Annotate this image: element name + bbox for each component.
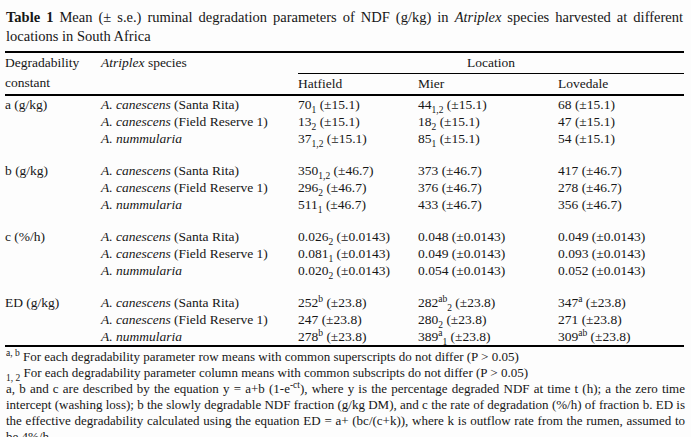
value-cell: 356 (±46.7) [558, 196, 684, 213]
value-cell: 278b (±23.8) [298, 328, 418, 346]
value-cell: 0.054 (±0.0143) [418, 262, 558, 279]
constant-cell [5, 179, 101, 196]
species-cell: A. nummularia [101, 196, 298, 213]
table-row: a (g/kg) A. canescens (Santa Rita) 701 (… [5, 95, 684, 113]
value-cell: 247 (±23.8) [298, 311, 418, 328]
species-cell: A. canescens (Santa Rita) [101, 162, 298, 179]
constant-cell [5, 196, 101, 213]
constant-cell [5, 311, 101, 328]
value-cell: 0.093 (±0.0143) [558, 245, 684, 262]
constant-cell: c (%/h) [5, 228, 101, 245]
value-cell: 0.0811 (±0.0143) [298, 245, 418, 262]
value-cell: 0.048 (±0.0143) [418, 228, 558, 245]
section-spacer [5, 147, 684, 162]
table-row: A. canescens (Field Reserve 1) 247 (±23.… [5, 311, 684, 328]
species-cell: A. canescens (Santa Rita) [101, 95, 298, 113]
caption-genus-italic: Atriplex [455, 9, 502, 25]
footnote-superscripts: a, b For each degradability parameter ro… [6, 349, 685, 365]
degradation-table: Degradability constant Atriplex species L… [5, 51, 684, 347]
species-cell: A. nummularia [101, 130, 298, 147]
value-cell: 54 (±15.1) [558, 130, 684, 147]
value-cell: 373 (±46.7) [418, 162, 558, 179]
constant-cell: b (g/kg) [5, 162, 101, 179]
value-cell: 3501,2 (±46.7) [298, 162, 418, 179]
header-col1-line2: constant [5, 75, 50, 90]
constant-cell [5, 262, 101, 279]
value-cell: 182 (±15.1) [418, 113, 558, 130]
species-cell: A. canescens (Field Reserve 1) [101, 113, 298, 130]
value-cell: 47 (±15.1) [558, 113, 684, 130]
value-cell: 0.052 (±0.0143) [558, 262, 684, 279]
constant-cell: a (g/kg) [5, 95, 101, 113]
header-species-italic: Atriplex [101, 55, 145, 70]
constant-cell [5, 113, 101, 130]
species-cell: A. canescens (Santa Rita) [101, 228, 298, 245]
footnotes: a, b For each degradability parameter ro… [6, 349, 685, 437]
species-cell: A. canescens (Santa Rita) [101, 294, 298, 311]
footnote-subscripts: 1, 2 For each degradability parameter co… [6, 365, 685, 381]
constant-cell [5, 245, 101, 262]
value-cell: 0.049 (±0.0143) [418, 245, 558, 262]
table-row: ED (g/kg) A. canescens (Santa Rita) 252b… [5, 294, 684, 311]
table-row: A. canescens (Field Reserve 1) 0.0811 (±… [5, 245, 684, 262]
value-cell: 309ab (±23.8) [558, 328, 684, 346]
header-species: Atriplex species [101, 52, 298, 95]
header-col1-line1: Degradability [5, 55, 79, 70]
header-degradability-constant: Degradability constant [5, 52, 101, 95]
value-cell: 282ab2 (±23.8) [418, 294, 558, 311]
header-location-group: Location [298, 52, 684, 74]
value-cell: 5111 (±46.7) [298, 196, 418, 213]
table-row: A. nummularia 5111 (±46.7) 433 (±46.7) 3… [5, 196, 684, 213]
value-cell: 68 (±15.1) [558, 95, 684, 113]
value-cell: 0.0202 (±0.0143) [298, 262, 418, 279]
table-row: A. nummularia 371,2 (±15.1) 851 (±15.1) … [5, 130, 684, 147]
table-caption: Table 1 Mean (± s.e.) ruminal degradatio… [6, 8, 683, 46]
footnote-equation: a, b and c are described by the equation… [6, 381, 685, 437]
constant-cell [5, 328, 101, 346]
value-cell: 0.049 (±0.0143) [558, 228, 684, 245]
table-number: Table 1 [6, 9, 53, 25]
header-species-rest: species [145, 55, 187, 70]
value-cell: 433 (±46.7) [418, 196, 558, 213]
value-cell: 347a (±23.8) [558, 294, 684, 311]
header-location-mier: Mier [418, 74, 558, 96]
constant-cell: ED (g/kg) [5, 294, 101, 311]
value-cell: 271 (±23.8) [558, 311, 684, 328]
species-cell: A. nummularia [101, 262, 298, 279]
table-row: b (g/kg) A. canescens (Santa Rita) 3501,… [5, 162, 684, 179]
table-row: A. nummularia 0.0202 (±0.0143) 0.054 (±0… [5, 262, 684, 279]
table-row: c (%/h) A. canescens (Santa Rita) 0.0262… [5, 228, 684, 245]
header-location-hatfield: Hatfield [298, 74, 418, 96]
section-spacer [5, 213, 684, 228]
species-cell: A. canescens (Field Reserve 1) [101, 245, 298, 262]
value-cell: 278 (±46.7) [558, 179, 684, 196]
table-row: A. canescens (Field Reserve 1) 132 (±15.… [5, 113, 684, 130]
table-row: A. canescens (Field Reserve 1) 2962 (±46… [5, 179, 684, 196]
header-location-lovedale: Lovedale [558, 74, 684, 96]
document-page: Table 1 Mean (± s.e.) ruminal degradatio… [0, 0, 691, 437]
value-cell: 376 (±46.7) [418, 179, 558, 196]
value-cell: 851 (±15.1) [418, 130, 558, 147]
value-cell: 701 (±15.1) [298, 95, 418, 113]
section-spacer [5, 279, 684, 294]
constant-cell [5, 130, 101, 147]
caption-text-1: Mean (± s.e.) ruminal degradation parame… [53, 9, 454, 25]
value-cell: 2802 (±23.8) [418, 311, 558, 328]
value-cell: 371,2 (±15.1) [298, 130, 418, 147]
species-cell: A. canescens (Field Reserve 1) [101, 311, 298, 328]
value-cell: 2962 (±46.7) [298, 179, 418, 196]
value-cell: 417 (±46.7) [558, 162, 684, 179]
table-row: A. nummularia 278b (±23.8) 389a1 (±23.8)… [5, 328, 684, 346]
value-cell: 132 (±15.1) [298, 113, 418, 130]
value-cell: 389a1 (±23.8) [418, 328, 558, 346]
species-cell: A. canescens (Field Reserve 1) [101, 179, 298, 196]
value-cell: 252b (±23.8) [298, 294, 418, 311]
value-cell: 441,2 (±15.1) [418, 95, 558, 113]
species-cell: A. nummularia [101, 328, 298, 346]
header-row-1: Degradabilityconstant Atriplex species L… [5, 52, 684, 74]
value-cell: 0.0262 (±0.0143) [298, 228, 418, 245]
